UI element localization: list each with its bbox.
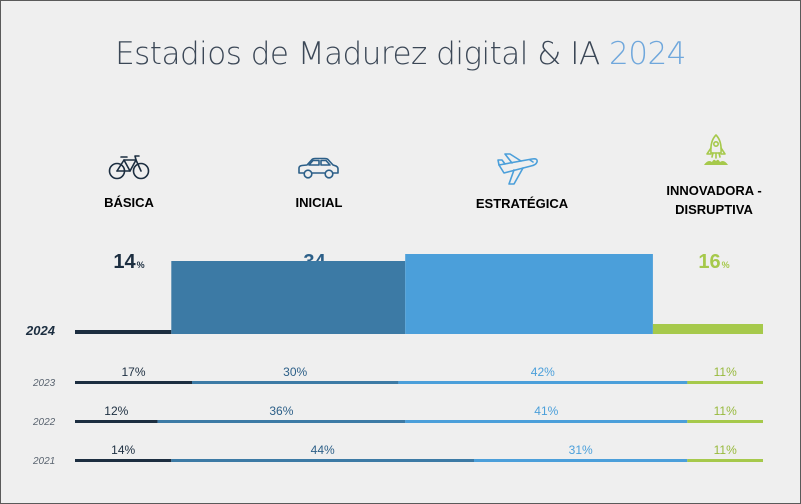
bar-2021-estrategica xyxy=(474,459,688,462)
car-icon xyxy=(298,157,339,179)
bar-2022-estrategica xyxy=(405,420,688,423)
value-label-2021-innovadora: 11% xyxy=(714,443,737,457)
value-label-2023-estrategica: 42% xyxy=(531,365,555,379)
stage-label-basica: BÁSICA xyxy=(104,195,154,210)
chart-title: Estadios de Madurez digital & IA 2024 xyxy=(0,36,801,72)
year-label-2021: 2021 xyxy=(32,456,55,467)
value-label-2022-inicial: 36% xyxy=(269,404,293,418)
stage-label-inicial: INICIAL xyxy=(295,195,343,210)
bar-2022-basica xyxy=(75,420,158,423)
value-label-2021-basica: 14% xyxy=(111,443,135,457)
bar-2024-inicial xyxy=(171,261,406,334)
pct-2024-innovadora-value: 16 xyxy=(698,251,721,273)
bar-2021-inicial xyxy=(171,459,475,462)
year-label-2023: 2023 xyxy=(32,378,56,389)
value-label-2023-inicial: 30% xyxy=(283,365,307,379)
bar-2023-estrategica xyxy=(398,381,688,384)
value-label-2022-innovadora: 11% xyxy=(714,404,737,418)
bar-2023-inicial xyxy=(192,381,399,384)
stage-label-innovadora: INNOVADORA - DISRUPTIVA xyxy=(666,183,762,217)
bar-2024-innovadora xyxy=(652,324,763,334)
year-label-2024: 2024 xyxy=(25,323,56,338)
bar-2022-inicial xyxy=(157,420,406,423)
stage-label-estrategica: ESTRATÉGICA xyxy=(475,196,569,211)
airplane-icon xyxy=(497,153,538,185)
bar-2021-innovadora xyxy=(687,459,763,462)
value-label-2022-basica: 12% xyxy=(104,404,128,418)
value-label-2023-basica: 17% xyxy=(121,365,145,379)
pct-2024-innovadora: 16% xyxy=(674,251,754,274)
value-label-2022-estrategica: 41% xyxy=(534,404,558,418)
rocket-icon xyxy=(704,134,728,165)
value-label-2021-inicial: 44% xyxy=(311,443,335,457)
bar-2024-estrategica xyxy=(405,254,653,334)
value-label-2021-estrategica: 31% xyxy=(569,443,593,457)
bar-2022-innovadora xyxy=(687,420,763,423)
pct-sign: % xyxy=(721,260,730,270)
bar-2021-basica xyxy=(75,459,172,462)
bicycle-icon xyxy=(108,155,150,180)
bar-2024-basica xyxy=(75,330,172,334)
pct-sign: % xyxy=(136,260,145,270)
value-label-2023-innovadora: 11% xyxy=(714,365,737,379)
bar-2023-basica xyxy=(75,381,192,384)
title-main: Estadios de Madurez digital & IA xyxy=(115,36,600,72)
pct-2024-basica: 14% xyxy=(89,251,169,274)
year-label-2022: 2022 xyxy=(32,417,56,428)
title-year: 2024 xyxy=(609,36,686,72)
pct-2024-basica-value: 14 xyxy=(113,251,136,273)
bar-2023-innovadora xyxy=(687,381,763,384)
